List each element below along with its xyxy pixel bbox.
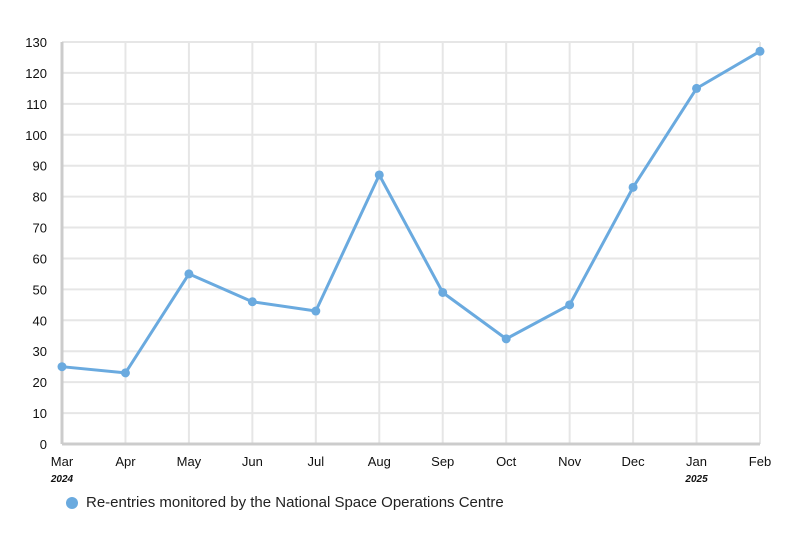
x-tick-label: Dec (622, 454, 646, 469)
y-tick-label: 120 (25, 66, 47, 81)
y-tick-label: 0 (40, 437, 47, 452)
y-tick-label: 60 (33, 251, 47, 266)
x-tick-label: Jan (686, 454, 707, 469)
y-tick-label: 90 (33, 159, 47, 174)
legend-marker (66, 496, 78, 509)
x-tick-label: Oct (496, 454, 517, 469)
data-point[interactable] (374, 170, 384, 180)
data-point[interactable] (247, 297, 257, 307)
data-point[interactable] (692, 83, 702, 93)
y-tick-label: 50 (33, 282, 47, 297)
x-tick-label: Jul (308, 454, 325, 469)
y-tick-label: 20 (33, 375, 47, 390)
y-tick-label: 10 (33, 406, 47, 421)
data-point[interactable] (501, 334, 511, 344)
y-tick-label: 30 (33, 344, 47, 359)
gridlines (61, 41, 761, 444)
x-tick-label: Apr (115, 454, 136, 469)
series-line (61, 49, 761, 375)
series-layer (57, 46, 765, 378)
x-tick-label: Aug (368, 454, 391, 469)
x-tick-label: Feb (749, 454, 771, 469)
x-year-label: 2025 (684, 474, 708, 485)
x-tick-label: Mar (51, 454, 74, 469)
data-point[interactable] (184, 269, 194, 279)
axes (60, 42, 760, 446)
y-tick-label: 110 (26, 97, 47, 112)
legend-label: Re-entries monitored by the National Spa… (86, 494, 504, 511)
y-tick-label: 70 (33, 221, 47, 236)
x-tick-label: Nov (558, 454, 582, 469)
y-tick-label: 100 (25, 128, 47, 143)
legend[interactable]: Re-entries monitored by the National Spa… (66, 494, 504, 511)
x-tick-label: Sep (431, 454, 454, 469)
data-point[interactable] (628, 182, 638, 192)
y-tick-label: 80 (33, 190, 47, 205)
data-point[interactable] (57, 362, 67, 372)
x-tick-label: Jun (242, 454, 263, 469)
y-tick-label: 40 (33, 313, 47, 328)
y-tick-label: 130 (25, 35, 47, 50)
data-point[interactable] (120, 368, 130, 378)
data-point[interactable] (755, 46, 765, 56)
x-tick-label: May (177, 454, 202, 469)
data-point[interactable] (438, 287, 448, 297)
data-point[interactable] (311, 306, 321, 316)
x-year-label: 2024 (50, 474, 74, 485)
data-point[interactable] (565, 300, 575, 310)
x-axis-tick-labels: Mar Apr May Jun Jul Aug Sep Oct Nov Dec Jan Feb 2024… (50, 454, 771, 485)
y-axis-tick-labels: 0 10 20 30 40 50 60 70 80 90 100 110 120 130 (25, 35, 47, 452)
